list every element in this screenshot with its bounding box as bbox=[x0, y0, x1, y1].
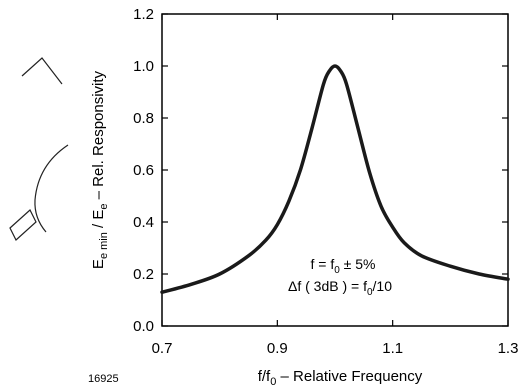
x-tick-label: 1.1 bbox=[382, 340, 403, 357]
x-tick-label: 0.7 bbox=[152, 340, 173, 357]
responsivity-curve bbox=[160, 64, 510, 294]
y-tick-label: 1.0 bbox=[133, 58, 154, 75]
y-axis-ticks: 0.0 0.2 0.4 0.6 0.8 1.0 1.2 bbox=[133, 6, 508, 335]
sketch-arc bbox=[34, 144, 69, 233]
x-axis-ticks: 0.7 0.9 1.1 1.3 bbox=[152, 14, 519, 357]
y-tick-label: 0.8 bbox=[133, 110, 154, 127]
sketch-upper-bracket bbox=[21, 57, 63, 85]
annotation-bandwidth: Δf ( 3dB ) = f0/10 bbox=[288, 278, 392, 298]
y-tick-label: 0.2 bbox=[133, 266, 154, 283]
decorative-sketch bbox=[9, 57, 69, 241]
y-tick-label: 0.4 bbox=[133, 214, 154, 231]
y-tick-label: 1.2 bbox=[133, 6, 154, 23]
series-layer bbox=[160, 64, 510, 294]
annotation-tolerance: f = f0 ± 5% bbox=[311, 256, 376, 276]
figure-number: 16925 bbox=[88, 373, 119, 385]
y-axis-label: Ee min / Ee – Rel. Responsivity bbox=[90, 70, 110, 269]
y-tick-label: 0.0 bbox=[133, 318, 154, 335]
y-tick-label: 0.6 bbox=[133, 162, 154, 179]
x-tick-label: 1.3 bbox=[498, 340, 519, 357]
x-axis-label: f/f0 – Relative Frequency bbox=[258, 368, 423, 388]
x-tick-label: 0.9 bbox=[267, 340, 288, 357]
sketch-lower-bracket bbox=[9, 209, 37, 241]
